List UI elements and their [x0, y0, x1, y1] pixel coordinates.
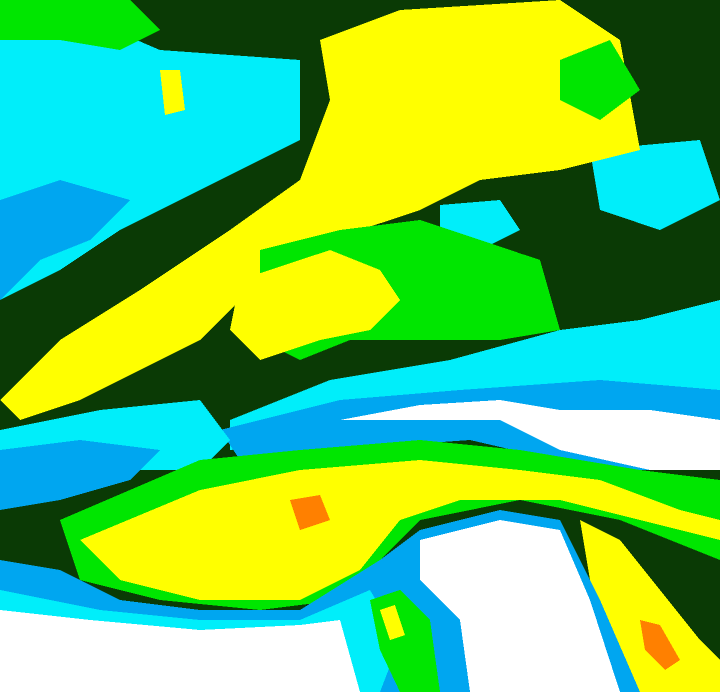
yellow-region: [0, 0, 640, 420]
yellow-region: [80, 460, 720, 600]
orange-hotspot: [640, 620, 680, 670]
white-region: [0, 610, 360, 692]
blue-region: [0, 180, 130, 300]
blue-region: [0, 440, 160, 510]
yellow-region: [380, 605, 405, 640]
green-region: [560, 40, 640, 120]
white-region: [420, 520, 620, 692]
yellow-region: [230, 250, 400, 360]
orange-hotspot: [290, 495, 330, 530]
yellow-region: [160, 70, 185, 115]
green-region: [0, 0, 160, 50]
white-region: [340, 400, 720, 470]
cyan-region: [590, 140, 720, 230]
yellow-region: [580, 520, 720, 692]
